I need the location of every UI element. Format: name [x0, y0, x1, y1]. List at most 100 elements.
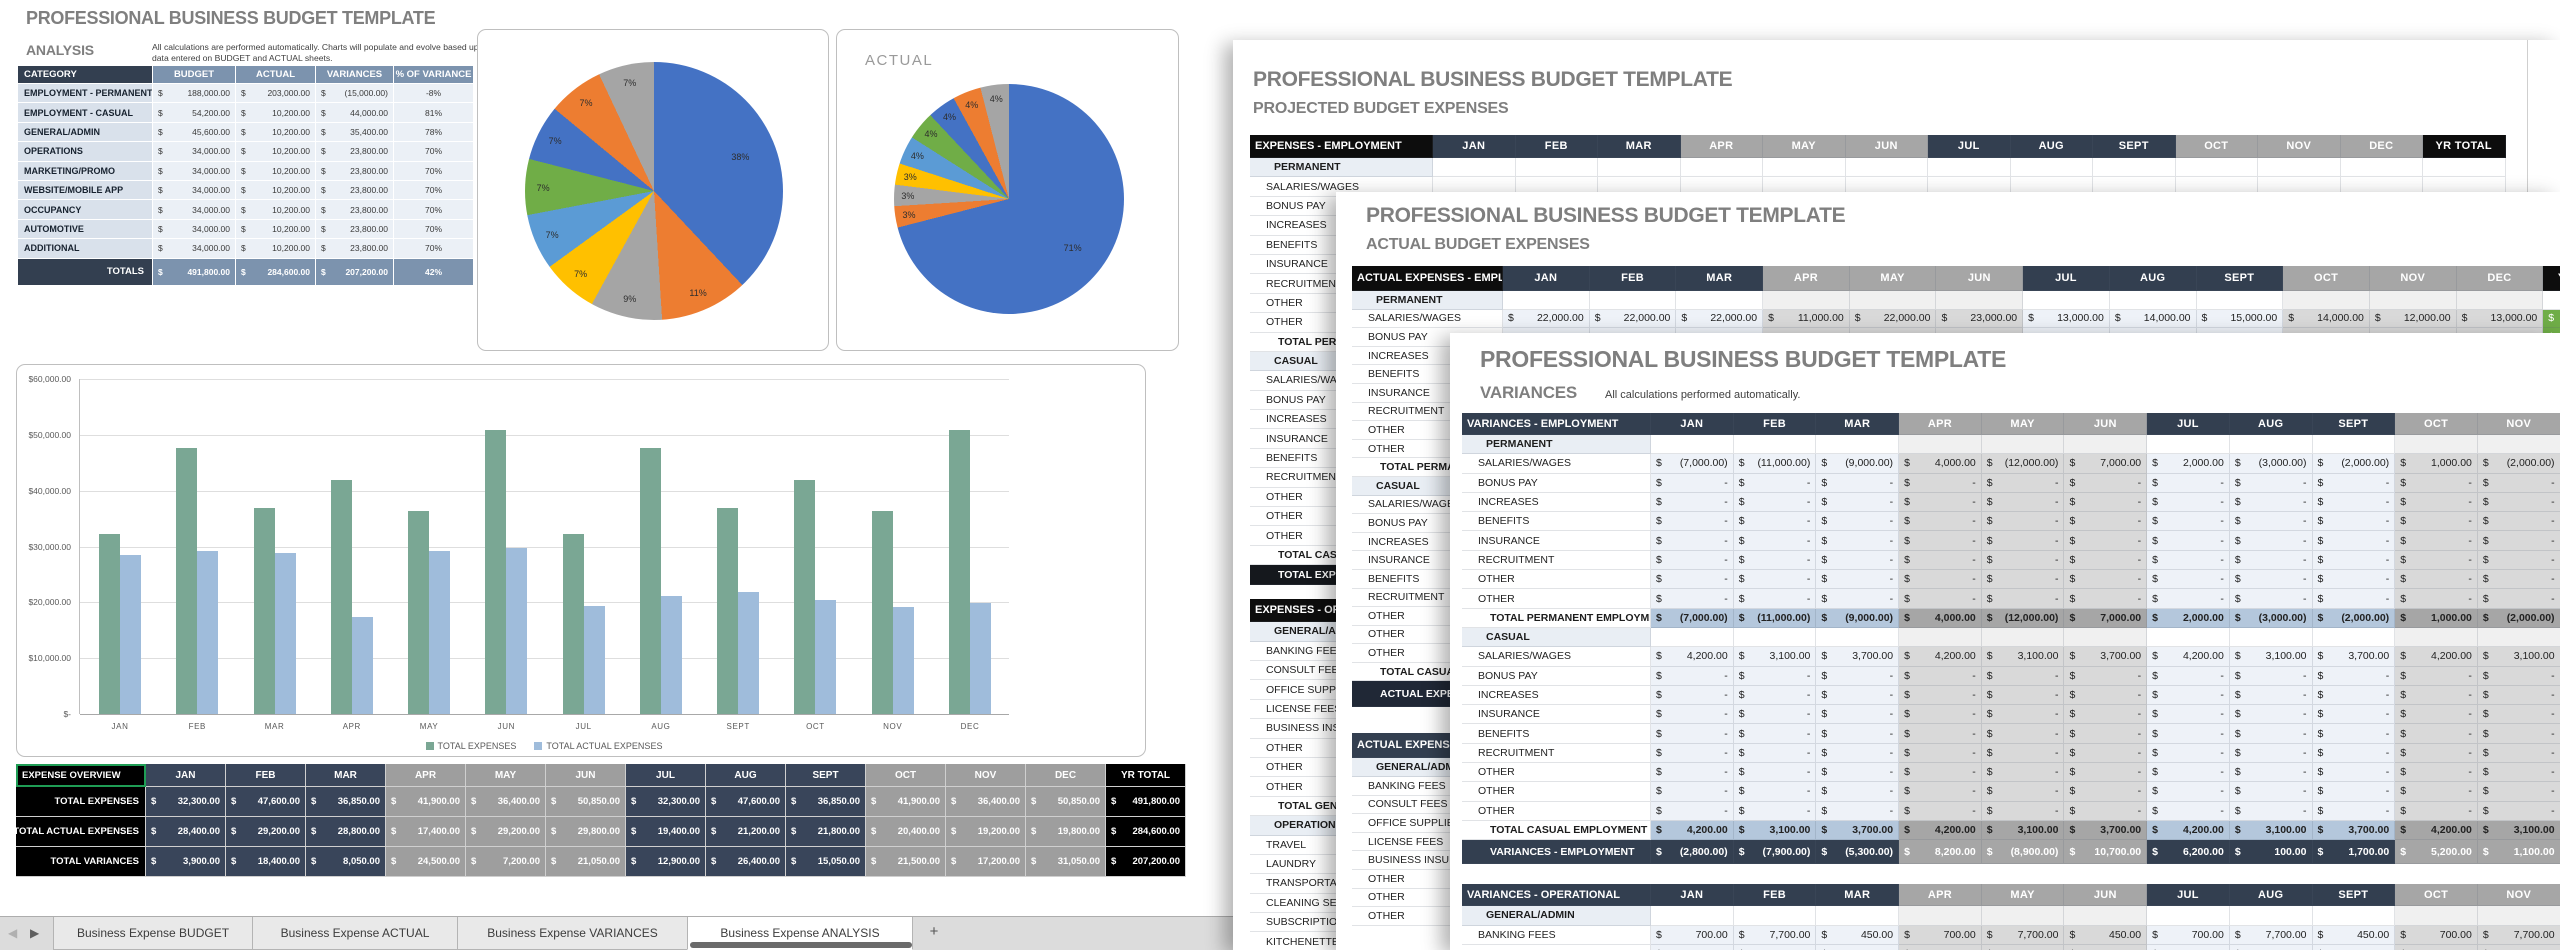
analysis-value-cell[interactable]: $23,800.00: [316, 142, 394, 162]
row-label[interactable]: GENERAL/ADMIN: [1462, 906, 1651, 926]
month-header-cell[interactable]: JAN: [1651, 413, 1734, 435]
data-cell[interactable]: $3,700.00: [2312, 820, 2396, 841]
overview-value-cell[interactable]: $19,800.00: [1026, 817, 1106, 847]
overview-value-cell[interactable]: $29,800.00: [546, 817, 626, 847]
row-label[interactable]: INCREASES: [1462, 492, 1651, 513]
data-cell[interactable]: $-: [1733, 743, 1817, 764]
data-cell[interactable]: $-: [2395, 782, 2478, 802]
data-cell[interactable]: $23,000.00: [1936, 309, 2024, 329]
data-cell[interactable]: $-: [1816, 570, 1900, 590]
data-cell[interactable]: $-: [2395, 589, 2478, 609]
data-cell[interactable]: $14,000.00: [2109, 309, 2197, 329]
data-cell[interactable]: $-: [2064, 724, 2148, 744]
data-cell[interactable]: $-: [2395, 724, 2478, 744]
bar-total-expenses[interactable]: [176, 448, 198, 714]
data-cell[interactable]: $ (2,000.00): [2312, 608, 2396, 628]
data-cell[interactable]: $-: [1899, 801, 1982, 821]
data-cell[interactable]: [2395, 435, 2478, 455]
overview-month-header[interactable]: SEPT: [786, 764, 866, 787]
data-cell[interactable]: $3,700.00: [2312, 647, 2396, 667]
row-label[interactable]: VARIANCES - EMPLOYMENT: [1462, 840, 1651, 865]
sheet-tab-actual[interactable]: Business Expense ACTUAL: [252, 917, 458, 950]
data-cell[interactable]: $-: [1651, 763, 1734, 783]
data-cell[interactable]: $: [2543, 309, 2560, 329]
analysis-value-cell[interactable]: $10,200.00: [236, 180, 316, 201]
data-cell[interactable]: $-: [1651, 531, 1734, 551]
data-cell[interactable]: $-: [2477, 666, 2560, 686]
data-cell[interactable]: $-: [2229, 531, 2313, 551]
data-cell[interactable]: $-: [2477, 801, 2560, 821]
month-header-cell[interactable]: SEPT: [2196, 266, 2284, 291]
bar-total-expenses[interactable]: [949, 430, 970, 714]
overview-value-cell[interactable]: $21,500.00: [866, 847, 946, 877]
data-cell[interactable]: $4,200.00: [1651, 820, 1734, 841]
bar-total-expenses[interactable]: [253, 508, 275, 714]
analysis-value-cell[interactable]: $23,800.00: [316, 200, 394, 220]
data-cell[interactable]: $-: [1899, 492, 1982, 513]
data-cell[interactable]: $-: [2312, 666, 2396, 686]
month-header-cell[interactable]: JAN: [1433, 135, 1516, 158]
data-cell[interactable]: $-: [2312, 705, 2396, 725]
data-cell[interactable]: $-: [1899, 589, 1982, 609]
data-cell[interactable]: $-: [2312, 944, 2396, 950]
data-cell[interactable]: $-: [1899, 705, 1982, 725]
data-cell[interactable]: $-: [1733, 685, 1817, 706]
analysis-value-cell[interactable]: $10,200.00: [236, 142, 316, 162]
data-cell[interactable]: $-: [1899, 685, 1982, 706]
data-cell[interactable]: [2229, 627, 2313, 648]
data-cell[interactable]: $-: [2395, 473, 2478, 493]
data-cell[interactable]: $-: [1899, 550, 1982, 571]
overview-value-cell[interactable]: $47,600.00: [226, 787, 306, 817]
month-header-cell[interactable]: AUG: [2109, 266, 2197, 291]
data-cell[interactable]: $3,700.00: [1816, 647, 1900, 667]
data-cell[interactable]: $-: [2395, 763, 2478, 783]
data-cell[interactable]: $-: [2395, 685, 2478, 706]
data-cell[interactable]: $-: [1733, 550, 1817, 571]
overview-value-cell[interactable]: $32,300.00: [146, 787, 226, 817]
data-cell[interactable]: $-: [1899, 512, 1982, 532]
data-cell[interactable]: $-: [1733, 763, 1817, 783]
data-cell[interactable]: $-: [1651, 743, 1734, 764]
data-cell[interactable]: $-: [2147, 724, 2230, 744]
data-cell[interactable]: $7,700.00: [2477, 925, 2560, 945]
data-cell[interactable]: $ (7,900.00): [1733, 840, 1817, 865]
analysis-header-cell[interactable]: CATEGORY: [18, 66, 153, 84]
data-cell[interactable]: $-: [2312, 763, 2396, 783]
overview-value-cell[interactable]: $41,900.00: [386, 787, 466, 817]
overview-month-header[interactable]: OCT: [866, 764, 946, 787]
analysis-value-cell[interactable]: $54,200.00: [153, 103, 236, 123]
data-cell[interactable]: $-: [2477, 763, 2560, 783]
row-label[interactable]: PERMANENT: [1352, 291, 1503, 310]
overview-value-cell[interactable]: $491,800.00: [1106, 787, 1186, 817]
data-cell[interactable]: $-: [2064, 705, 2148, 725]
data-cell[interactable]: $-: [2477, 492, 2560, 513]
analysis-value-cell[interactable]: $10,200.00: [236, 239, 316, 259]
data-cell[interactable]: $-: [2312, 473, 2396, 493]
data-cell[interactable]: [2093, 158, 2176, 178]
data-cell[interactable]: $-: [1651, 570, 1734, 590]
data-cell[interactable]: [2229, 906, 2313, 926]
data-cell[interactable]: $100.00: [2229, 840, 2313, 865]
row-label[interactable]: CASUAL: [1462, 627, 1651, 648]
data-cell[interactable]: $ (11,000.00): [1733, 454, 1817, 474]
bar-total-actual-expenses[interactable]: [738, 592, 760, 714]
analysis-totals-cell[interactable]: $491,800.00: [153, 258, 236, 286]
data-cell[interactable]: [1651, 906, 1734, 926]
data-cell[interactable]: $-: [2229, 763, 2313, 783]
data-cell[interactable]: [2023, 291, 2110, 310]
data-cell[interactable]: $22,000.00: [1849, 309, 1937, 329]
data-cell[interactable]: $-: [1816, 724, 1900, 744]
data-cell[interactable]: $-: [1733, 492, 1817, 513]
analysis-category-cell[interactable]: EMPLOYMENT - PERMANENT: [18, 84, 153, 104]
data-cell[interactable]: [1733, 627, 1817, 648]
data-cell[interactable]: $-: [1733, 705, 1817, 725]
data-cell[interactable]: $-: [2147, 473, 2230, 493]
analysis-value-cell[interactable]: $10,200.00: [236, 219, 316, 240]
data-cell[interactable]: $-: [1981, 801, 2065, 821]
data-cell[interactable]: $ (2,800.00): [1651, 840, 1734, 865]
data-cell[interactable]: [2229, 435, 2313, 455]
data-cell[interactable]: $-: [1816, 666, 1900, 686]
overview-month-header[interactable]: AUG: [706, 764, 786, 787]
row-label[interactable]: PERMANENT: [1250, 158, 1433, 178]
overview-value-cell[interactable]: $20,400.00: [866, 817, 946, 847]
